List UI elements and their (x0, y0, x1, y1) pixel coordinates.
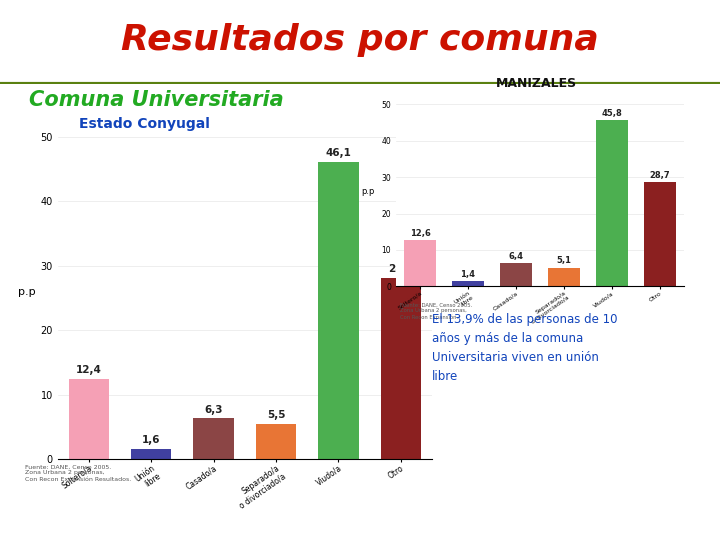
Text: Resultados por comuna: Resultados por comuna (121, 23, 599, 57)
Text: Fuente: DANE, Censo 2005.
Zona Urbana 2 personas,
Con Recon Expansión Resultados: Fuente: DANE, Censo 2005. Zona Urbana 2 … (25, 464, 132, 482)
Text: 1,4: 1,4 (461, 270, 475, 279)
Bar (549, 268, 580, 286)
Bar (318, 162, 359, 459)
Bar (500, 263, 531, 286)
Text: 1,6: 1,6 (142, 435, 161, 445)
Text: 5,1: 5,1 (557, 256, 572, 266)
Bar (452, 281, 484, 286)
Text: El 13,9% de las personas de 10
años y más de la comuna
Universitaria viven en un: El 13,9% de las personas de 10 años y má… (432, 313, 618, 383)
Text: 12,6: 12,6 (410, 229, 431, 238)
Bar (256, 423, 297, 459)
Text: 6,4: 6,4 (508, 252, 523, 261)
Text: 46,1: 46,1 (325, 148, 351, 158)
Bar (68, 379, 109, 459)
Y-axis label: p.p: p.p (361, 187, 374, 196)
Text: 5,5: 5,5 (266, 410, 285, 420)
Text: 28,7: 28,7 (649, 171, 670, 180)
Bar (131, 449, 171, 459)
Text: 28,1: 28,1 (388, 264, 414, 274)
Y-axis label: p.p: p.p (18, 287, 35, 296)
Text: 6,3: 6,3 (204, 404, 223, 415)
Bar (193, 418, 234, 459)
Bar (405, 240, 436, 286)
Bar (644, 182, 675, 286)
Text: MANIZALES: MANIZALES (496, 77, 577, 90)
Text: Comuna Universitaria: Comuna Universitaria (29, 90, 284, 110)
Bar (596, 120, 628, 286)
Text: 45,8: 45,8 (602, 109, 622, 118)
Text: Fuente: DANE, Censo 2005.
Zona Urbana 2 personas,
Con Recon Expansión.: Fuente: DANE, Censo 2005. Zona Urbana 2 … (400, 302, 472, 320)
Text: Estado Conyugal: Estado Conyugal (78, 117, 210, 131)
Text: 12,4: 12,4 (76, 365, 102, 375)
Bar (380, 278, 421, 459)
